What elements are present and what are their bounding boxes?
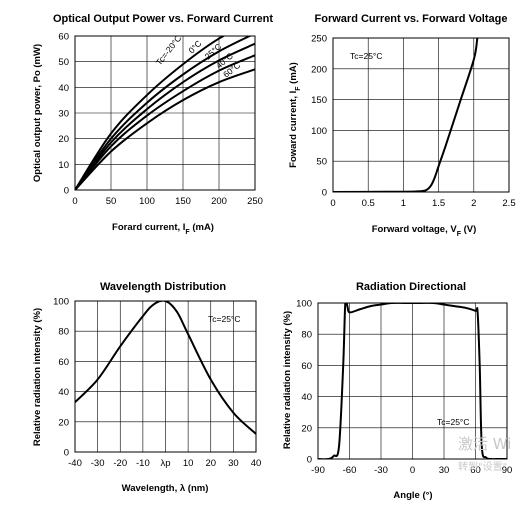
- y-tick-label: 40: [58, 83, 69, 94]
- series-line-3: [75, 42, 255, 190]
- y-tick-label: 0: [64, 186, 69, 197]
- y-tick-label: 50: [316, 157, 327, 168]
- series-line-1: [318, 303, 507, 459]
- x-axis-label: Wavelength, λ (nm): [122, 483, 209, 494]
- x-tick-label: 90: [502, 465, 513, 476]
- y-tick-label: 60: [301, 361, 312, 372]
- chart-1: Optical Output Power vs. Forward Current…: [32, 13, 273, 207]
- x-tick-label: 1.5: [432, 198, 445, 209]
- x-tick-label: 0: [410, 465, 415, 476]
- x-tick-label: 50: [106, 196, 117, 207]
- y-tick-label: 100: [296, 299, 312, 310]
- y-tick-label: 60: [58, 32, 69, 43]
- y-tick-label: 80: [58, 327, 69, 338]
- x-tick-label: 40: [251, 458, 262, 469]
- y-tick-label: 30: [58, 109, 69, 120]
- y-tick-label: 150: [311, 95, 327, 106]
- y-tick-label: 50: [58, 57, 69, 68]
- x-axis-label: Forard current, IF (mA): [112, 222, 214, 236]
- x-axis-label: Angle (°): [393, 490, 432, 501]
- x-tick-label: -20: [113, 458, 127, 469]
- y-tick-label: 100: [53, 297, 69, 308]
- x-tick-label: -10: [136, 458, 150, 469]
- chart-4: Radiation Directional -90 -60 -30 0 30 60 90 0 20…: [282, 281, 512, 501]
- series-line-1: [75, 301, 256, 435]
- series-line-4: [75, 54, 255, 190]
- condition-annotation: Tc=25°C: [350, 51, 382, 61]
- x-tick-label: 0: [330, 198, 335, 209]
- series-line-1: [75, 36, 226, 190]
- y-tick-label: 40: [58, 387, 69, 398]
- chart-title: Wavelength Distribution: [100, 281, 226, 293]
- x-tick-label: -90: [311, 465, 325, 476]
- series-line-5: [75, 68, 255, 190]
- y-axis-label: Relative radiation intensity (%): [32, 308, 43, 446]
- x-tick-label: λp: [160, 458, 170, 469]
- x-tick-label: -60: [343, 465, 357, 476]
- watermark-text: 激活 Wi: [458, 435, 511, 453]
- x-tick-label: 250: [247, 196, 263, 207]
- y-tick-label: 20: [58, 417, 69, 428]
- x-tick-label: 150: [175, 196, 191, 207]
- chart-3: Wavelength Distribution -40 -30 -20 -10 λp 10 2…: [32, 281, 261, 494]
- condition-annotation: Tc=25°C: [208, 314, 240, 324]
- y-tick-label: 20: [301, 423, 312, 434]
- watermark-text: 转到"设置": [458, 460, 507, 473]
- x-tick-label: 30: [439, 465, 450, 476]
- chart-title: Radiation Directional: [356, 281, 466, 293]
- x-tick-label: 200: [211, 196, 227, 207]
- x-tick-label: 30: [228, 458, 239, 469]
- condition-annotation: Tc=25°C: [437, 417, 469, 427]
- chart-title: Forward Current vs. Forward Voltage: [315, 13, 508, 25]
- chart-title: Optical Output Power vs. Forward Current: [53, 13, 273, 25]
- y-axis-label: Relative radiation intensity (%): [282, 311, 293, 449]
- y-tick-label: 250: [311, 34, 327, 45]
- x-tick-label: 0.5: [362, 198, 375, 209]
- x-tick-label: 20: [205, 458, 216, 469]
- x-tick-label: -40: [68, 458, 82, 469]
- y-tick-label: 40: [301, 392, 312, 403]
- y-tick-label: 0: [64, 448, 69, 459]
- series-label: Tc=-20°C: [154, 33, 184, 67]
- series-label: 0°C: [186, 38, 203, 55]
- y-axis-label: Foward current, IF (mA): [288, 62, 302, 168]
- series-line-2: [75, 36, 252, 190]
- y-tick-label: 100: [311, 126, 327, 137]
- x-tick-label: -30: [91, 458, 105, 469]
- series-line-1: [333, 38, 479, 192]
- y-tick-label: 0: [322, 188, 327, 199]
- y-tick-label: 80: [301, 330, 312, 341]
- x-axis-label: Forward voltage, VF (V): [372, 224, 477, 238]
- x-tick-label: 0: [72, 196, 77, 207]
- chart-2: Forward Current vs. Forward Voltage 0 0.5 1…: [311, 13, 515, 209]
- y-tick-label: 60: [58, 357, 69, 368]
- y-axis-label: Optical output power, Po (mW): [32, 44, 43, 182]
- y-tick-label: 200: [311, 64, 327, 75]
- x-tick-label: 2: [471, 198, 476, 209]
- x-tick-label: 10: [183, 458, 194, 469]
- plot-frame: [74, 35, 256, 191]
- y-tick-label: 20: [58, 134, 69, 145]
- plot-frame: [332, 37, 510, 193]
- x-tick-label: 100: [139, 196, 155, 207]
- x-tick-label: -30: [374, 465, 388, 476]
- x-tick-label: 60: [470, 465, 481, 476]
- x-tick-label: 2.5: [502, 198, 515, 209]
- y-tick-label: 0: [307, 455, 312, 466]
- x-tick-label: 1: [401, 198, 406, 209]
- y-tick-label: 10: [58, 160, 69, 171]
